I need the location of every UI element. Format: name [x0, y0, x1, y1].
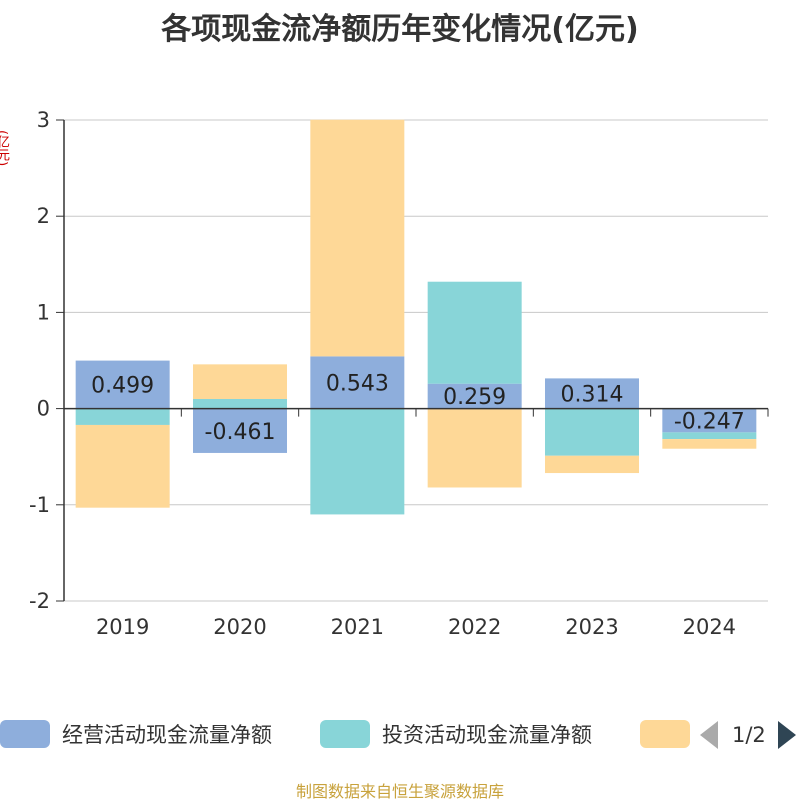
bar-segment	[310, 119, 405, 357]
bar-segment	[193, 398, 287, 409]
y-axis-unit: (亿元)	[0, 130, 9, 167]
legend-item-investing[interactable]: 投资活动现金流量净额	[320, 716, 592, 752]
x-tick-label: 2019	[96, 615, 149, 639]
y-tick-label: 3	[37, 108, 50, 132]
legend-item-third[interactable]	[640, 716, 690, 752]
bar-segment	[662, 439, 757, 449]
bar-segment	[545, 408, 639, 456]
next-page-icon[interactable]	[777, 721, 796, 749]
x-tick-label: 2022	[448, 615, 501, 639]
bar-segment	[75, 424, 170, 508]
legend-label: 投资活动现金流量净额	[382, 723, 592, 747]
y-tick-label: -1	[29, 493, 50, 517]
bar-segment	[75, 408, 170, 425]
bar-segment	[662, 432, 757, 440]
legend: 经营活动现金流量净额 投资活动现金流量净额	[0, 716, 800, 752]
legend-swatch	[320, 720, 370, 748]
x-tick-label: 2024	[683, 615, 736, 639]
bar-segment	[427, 408, 522, 488]
data-label: -0.247	[674, 409, 745, 434]
y-tick-label: -2	[29, 589, 50, 613]
bar-segment	[310, 408, 405, 515]
bar-segment	[193, 364, 287, 399]
prev-page-icon[interactable]	[700, 721, 718, 749]
y-tick-label: 0	[37, 397, 50, 421]
y-tick-label: 2	[37, 204, 50, 228]
data-label: 0.543	[326, 371, 389, 396]
page-indicator: 1/2	[732, 723, 766, 747]
data-label: 0.499	[91, 374, 154, 399]
bar-segment	[545, 378, 639, 409]
stacked-bar-chart: 3 2 1 0 -1 -2 2019 2020 2021 2022 2023 2024 0.499 -0.…	[29, 108, 769, 639]
x-tick-label: 2021	[331, 615, 384, 639]
legend-pager: 1/2	[700, 720, 796, 750]
bar-segment	[75, 360, 170, 409]
bar-segment	[427, 281, 522, 384]
bar-segment	[310, 356, 405, 409]
legend-label: 经营活动现金流量净额	[62, 723, 272, 747]
chart-title: 各项现金流净额历年变化情况(亿元)	[161, 12, 639, 47]
legend-swatch	[0, 720, 50, 748]
legend-item-operating[interactable]: 经营活动现金流量净额	[0, 716, 272, 752]
bar-segment	[427, 383, 522, 409]
x-tick-label: 2020	[213, 615, 266, 639]
data-source: 制图数据来自恒生聚源数据库	[295, 782, 504, 801]
bar-segment	[662, 408, 757, 433]
x-tick-label: 2023	[565, 615, 618, 639]
data-label: 0.259	[443, 385, 506, 410]
data-label: -0.461	[205, 420, 276, 445]
legend-swatch	[640, 720, 690, 748]
bar-segment	[193, 408, 287, 453]
bar-segment	[545, 455, 639, 474]
data-label: 0.314	[561, 382, 624, 407]
y-tick-label: 1	[37, 300, 50, 324]
